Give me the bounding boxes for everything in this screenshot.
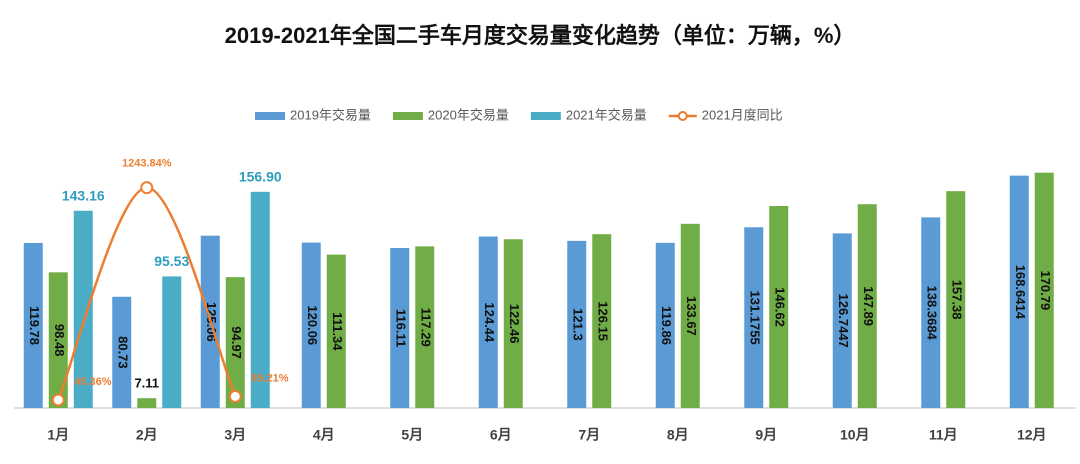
bar: [478, 236, 498, 408]
bar: [592, 234, 612, 408]
data-label: 133.67: [684, 296, 699, 336]
data-label: 7.11: [134, 376, 159, 391]
bar: [946, 191, 966, 408]
data-label: 122.46: [507, 304, 522, 344]
x-tick-label: 6月: [490, 427, 512, 443]
data-label: 111.34: [330, 312, 345, 351]
x-tick-label: 1月: [47, 427, 69, 443]
legend-swatch: [530, 112, 561, 120]
bar: [857, 204, 877, 408]
data-label: 119.78: [27, 306, 42, 345]
x-tick-label: 3月: [224, 427, 246, 443]
data-label: 120.06: [305, 305, 320, 345]
bar: [73, 210, 93, 408]
x-tick-label: 12月: [1017, 427, 1047, 443]
data-label: 94.97: [229, 326, 244, 359]
data-label: 143.16: [62, 187, 105, 203]
data-label: 95.53: [154, 253, 189, 269]
x-tick-label: 9月: [755, 427, 777, 443]
data-label: 121.3: [570, 308, 585, 341]
legend-label: 2021年交易量: [566, 107, 647, 122]
bar: [23, 242, 43, 408]
bar: [1009, 175, 1029, 408]
x-tick-label: 10月: [840, 427, 870, 443]
bar: [390, 248, 410, 408]
bar: [415, 246, 435, 408]
bar: [162, 276, 182, 408]
data-label: 116.11: [393, 309, 408, 347]
bar: [921, 217, 941, 408]
bar: [1034, 172, 1054, 408]
data-label: 65.21%: [251, 372, 289, 384]
legend-swatch: [392, 112, 423, 120]
x-tick-label: 11月: [929, 427, 958, 443]
legend-label: 2020年交易量: [428, 107, 509, 122]
data-label: 45.36%: [74, 376, 112, 388]
data-label: 119.86: [659, 306, 674, 345]
line-marker: [228, 389, 242, 403]
bar: [48, 272, 68, 408]
bar: [137, 398, 157, 408]
data-label: 168.6414: [1013, 265, 1028, 320]
bar: [567, 240, 587, 408]
bar: [503, 239, 523, 408]
data-label: 124.44: [482, 302, 497, 343]
line-marker: [51, 393, 65, 407]
bar: [832, 233, 852, 408]
bar: [326, 254, 346, 408]
x-tick-label: 4月: [313, 427, 335, 443]
bar: [680, 223, 700, 408]
data-label: 147.89: [861, 286, 876, 326]
data-label: 117.29: [418, 308, 433, 347]
bar: [744, 227, 764, 408]
bar: [301, 242, 321, 408]
bar: [250, 191, 270, 408]
legend-marker: [677, 111, 688, 121]
x-tick-label: 8月: [667, 427, 689, 443]
data-label: 156.90: [239, 169, 282, 185]
data-label: 126.7447: [836, 294, 851, 348]
legend-label: 2021月度同比: [702, 107, 783, 122]
bar: [769, 205, 789, 408]
x-tick-label: 2月: [136, 427, 158, 443]
data-label: 138.3684: [924, 286, 939, 341]
chart-title: 2019-2021年全国二手车月度交易量变化趋势（单位：万辆，%）: [225, 23, 856, 48]
x-tick-label: 5月: [401, 427, 423, 443]
data-label: 131.1755: [747, 291, 762, 345]
bar: [112, 296, 132, 408]
data-label: 80.73: [115, 336, 130, 369]
data-label: 1243.84%: [122, 158, 172, 170]
data-label: 98.48: [52, 324, 67, 357]
legend-swatch: [255, 112, 285, 120]
data-label: 146.62: [772, 287, 787, 327]
line-marker: [140, 181, 154, 195]
data-label: 170.79: [1038, 270, 1053, 310]
bar: [655, 242, 675, 408]
x-tick-label: 7月: [578, 427, 600, 443]
bar: [225, 277, 245, 408]
data-label: 126.15: [595, 301, 610, 341]
data-label: 157.38: [949, 280, 964, 320]
legend-label: 2019年交易量: [290, 107, 371, 122]
